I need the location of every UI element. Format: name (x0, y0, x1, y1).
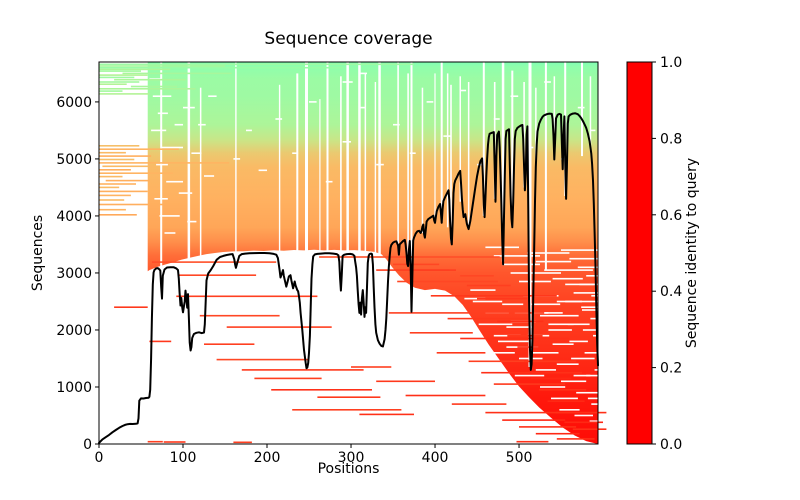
x-tick-label: 100 (170, 450, 197, 466)
y-tick-label: 2000 (56, 323, 92, 339)
colorbar-tick-label: 1.0 (660, 55, 682, 71)
colorbar-tick-label: 0.2 (660, 361, 682, 377)
y-tick-label: 1000 (56, 380, 92, 396)
colorbar-tick-label: 0.8 (660, 131, 682, 147)
msa-identity-block (147, 62, 598, 444)
stray-sequences (99, 63, 607, 444)
x-tick-label: 0 (95, 450, 104, 466)
y-tick-label: 0 (83, 437, 92, 453)
y-axis-ticks: 0 1000 2000 3000 4000 5000 6000 (56, 95, 99, 453)
colorbar (626, 61, 653, 445)
y-tick-label: 3000 (56, 266, 92, 282)
x-tick-label: 300 (338, 450, 365, 466)
colorbar-border (626, 61, 653, 445)
y-tick-label: 5000 (56, 152, 92, 168)
y-tick-label: 6000 (56, 95, 92, 111)
x-tick-label: 200 (254, 450, 281, 466)
coverage-line (98, 112, 599, 444)
x-axis-label: Positions (317, 461, 380, 477)
colorbar-tick-label: 0.6 (660, 208, 682, 224)
x-tick-label: 400 (422, 450, 449, 466)
gap-columns (160, 62, 592, 367)
colorbar-gradient (627, 62, 652, 444)
colorbar-tick-label: 0.0 (660, 437, 682, 453)
colorbar-tick-label: 0.4 (660, 284, 682, 300)
chart-title: Sequence coverage (264, 29, 433, 49)
white-dashes (149, 72, 622, 422)
colorbar-ticks: 0.0 0.2 0.4 0.6 0.8 1.0 (652, 55, 682, 453)
plot-border (98, 61, 599, 445)
x-axis-ticks: 0 100 200 300 400 500 (95, 444, 533, 466)
x-tick-label: 500 (506, 450, 533, 466)
y-tick-label: 4000 (56, 209, 92, 225)
